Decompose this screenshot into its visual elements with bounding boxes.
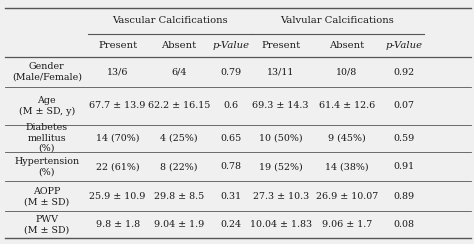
Text: Diabetes
mellitus
(%): Diabetes mellitus (%) [26, 123, 68, 153]
Text: 0.24: 0.24 [220, 220, 242, 229]
Text: 6/4: 6/4 [172, 68, 187, 77]
Text: 9 (45%): 9 (45%) [328, 134, 366, 142]
Text: 26.9 ± 10.07: 26.9 ± 10.07 [316, 192, 378, 201]
Text: Valvular Calcifications: Valvular Calcifications [281, 16, 394, 25]
Text: 0.6: 0.6 [224, 101, 238, 110]
Text: Gender
(Male/Female): Gender (Male/Female) [12, 62, 82, 82]
Text: 13/11: 13/11 [267, 68, 294, 77]
Text: Age
(M ± SD, y): Age (M ± SD, y) [18, 96, 75, 115]
Text: 0.92: 0.92 [393, 68, 414, 77]
Text: Present: Present [98, 41, 137, 50]
Text: 0.59: 0.59 [393, 134, 414, 142]
Text: Vascular Calcifications: Vascular Calcifications [112, 16, 228, 25]
Text: 10 (50%): 10 (50%) [259, 134, 302, 142]
Text: 0.07: 0.07 [393, 101, 414, 110]
Text: Hypertension
(%): Hypertension (%) [14, 157, 79, 176]
Text: 67.7 ± 13.9: 67.7 ± 13.9 [90, 101, 146, 110]
Text: 9.06 ± 1.7: 9.06 ± 1.7 [322, 220, 372, 229]
Text: Present: Present [261, 41, 301, 50]
Text: 13/6: 13/6 [107, 68, 128, 77]
Text: 25.9 ± 10.9: 25.9 ± 10.9 [90, 192, 146, 201]
Text: 27.3 ± 10.3: 27.3 ± 10.3 [253, 192, 309, 201]
Text: 10/8: 10/8 [336, 68, 357, 77]
Text: AOPP
(M ± SD): AOPP (M ± SD) [24, 187, 69, 206]
Text: 14 (70%): 14 (70%) [96, 134, 139, 142]
Text: 14 (38%): 14 (38%) [325, 162, 369, 171]
Text: Absent: Absent [162, 41, 197, 50]
Text: 61.4 ± 12.6: 61.4 ± 12.6 [319, 101, 375, 110]
Text: 9.8 ± 1.8: 9.8 ± 1.8 [96, 220, 140, 229]
Text: 9.04 ± 1.9: 9.04 ± 1.9 [154, 220, 204, 229]
Text: PWV
(M ± SD): PWV (M ± SD) [24, 215, 69, 234]
Text: 0.91: 0.91 [393, 162, 414, 171]
Text: 19 (52%): 19 (52%) [259, 162, 302, 171]
Text: 4 (25%): 4 (25%) [160, 134, 198, 142]
Text: 0.65: 0.65 [220, 134, 242, 142]
Text: 69.3 ± 14.3: 69.3 ± 14.3 [253, 101, 309, 110]
Text: 29.8 ± 8.5: 29.8 ± 8.5 [154, 192, 204, 201]
Text: 0.31: 0.31 [220, 192, 242, 201]
Text: 0.08: 0.08 [393, 220, 414, 229]
Text: p-Value: p-Value [213, 41, 250, 50]
Text: 62.2 ± 16.15: 62.2 ± 16.15 [148, 101, 210, 110]
Text: 10.04 ± 1.83: 10.04 ± 1.83 [250, 220, 312, 229]
Text: Absent: Absent [329, 41, 365, 50]
Text: 0.89: 0.89 [393, 192, 414, 201]
Text: 22 (61%): 22 (61%) [96, 162, 139, 171]
Text: p-Value: p-Value [385, 41, 422, 50]
Text: 8 (22%): 8 (22%) [160, 162, 198, 171]
Text: 0.78: 0.78 [220, 162, 242, 171]
Text: 0.79: 0.79 [220, 68, 242, 77]
